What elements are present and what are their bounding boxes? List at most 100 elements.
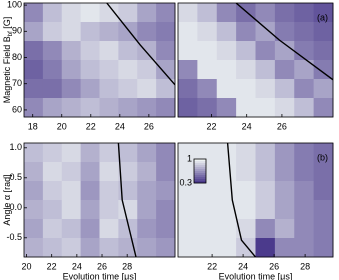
heatmap-cell — [216, 3, 237, 23]
heatmap-cell — [313, 162, 334, 182]
heatmap-cell — [294, 200, 315, 220]
axes-frame — [177, 2, 334, 118]
heatmap-cell — [255, 238, 276, 258]
heatmap-cell — [24, 79, 44, 99]
y-tick-label: 90 — [12, 26, 22, 36]
y-tick-label: 70 — [12, 78, 22, 88]
heatmap-cell — [313, 79, 334, 99]
heatmap-cell — [99, 98, 119, 118]
y-tick-label: -0.5 — [6, 232, 22, 242]
heatmap-cell — [99, 219, 119, 239]
y-tick-label: 100 — [7, 0, 22, 9]
heatmap-cell — [61, 79, 82, 99]
heatmap-cell — [156, 60, 176, 80]
y-label-text: Magnetic Field B — [2, 36, 12, 103]
heatmap-cell — [99, 238, 119, 258]
heatmap-cell — [216, 143, 237, 163]
heatmap-cell — [274, 219, 295, 239]
heatmap-cell — [236, 143, 256, 163]
heatmap-cell — [216, 162, 237, 182]
heatmap-cell — [61, 3, 82, 23]
heatmap-cell — [216, 98, 237, 118]
heatmap-cell — [236, 60, 256, 80]
heatmap-cell — [236, 181, 256, 201]
heatmap-cell — [137, 181, 157, 201]
heatmap-cell — [216, 238, 237, 258]
heatmap-cell — [197, 22, 218, 42]
heatmap-cell — [118, 41, 138, 61]
heatmap-cell — [236, 98, 256, 118]
colorbar-step — [194, 167, 206, 170]
heatmap-cell — [24, 219, 44, 239]
axes-frame — [23, 2, 176, 118]
colorbar-step — [194, 159, 206, 162]
x-axis-label: Evolution time [μs] — [63, 271, 137, 280]
heatmap-cell — [42, 219, 63, 239]
x-tick-label: 24 — [238, 261, 248, 271]
heatmap-cell — [24, 143, 44, 163]
heatmap-cell — [313, 200, 334, 220]
curve — [226, 143, 257, 257]
heatmap-cell — [80, 3, 100, 23]
heatmap-cell — [178, 162, 198, 182]
heatmap-cell — [216, 41, 237, 61]
heatmap-cell — [274, 41, 295, 61]
colorbar-step — [194, 171, 206, 174]
heatmap-cell — [99, 60, 119, 80]
heatmap-cell — [156, 143, 176, 163]
heatmap-cell — [294, 98, 315, 118]
y-label-text: Angle α [rad] — [2, 174, 12, 225]
curve — [235, 3, 333, 81]
axes-frame — [177, 142, 334, 258]
heatmap-cell — [137, 162, 157, 182]
heatmap-cell — [216, 22, 237, 42]
heatmap-cell — [236, 22, 256, 42]
colorbar-step — [194, 161, 206, 164]
axes-frame — [23, 142, 176, 258]
heatmap-cell — [80, 98, 100, 118]
heatmap-cell — [178, 238, 198, 258]
x-tick-label: 24 — [242, 121, 252, 131]
heatmap-cell — [255, 98, 276, 118]
heatmap-cell — [255, 60, 276, 80]
heatmap-cell — [156, 98, 176, 118]
y-tick-label: 0.0 — [9, 202, 22, 212]
heatmap-cell — [197, 41, 218, 61]
heatmap-cell — [137, 98, 157, 118]
x-tick-label: 26 — [269, 261, 279, 271]
heatmap-cell — [197, 143, 218, 163]
heatmap-cell — [216, 181, 237, 201]
heatmap-cell — [178, 60, 198, 80]
y-tick-label: 1.0 — [9, 142, 22, 152]
heatmap-cell — [99, 162, 119, 182]
heatmap-cell — [156, 22, 176, 42]
x-tick-label: 28 — [122, 261, 132, 271]
y-label-sub: bf — [8, 31, 14, 36]
heatmap-cell — [118, 143, 138, 163]
x-tick-label: 26 — [277, 121, 287, 131]
heatmap-cell — [313, 3, 334, 23]
heatmap-cell — [61, 22, 82, 42]
heatmap-cell — [118, 79, 138, 99]
x-tick-label: 24 — [115, 121, 125, 131]
heatmap-cell — [80, 79, 100, 99]
heatmap-cell — [178, 41, 198, 61]
x-tick-label: 26 — [97, 261, 107, 271]
heatmap-cell — [294, 79, 315, 99]
x-tick-label: 20 — [57, 121, 67, 131]
heatmap-cell — [137, 60, 157, 80]
heatmap-cell — [99, 22, 119, 42]
panel-label: (b) — [317, 152, 328, 162]
heatmap-cell — [236, 219, 256, 239]
heatmap-cell — [197, 238, 218, 258]
x-tick-label: 26 — [144, 121, 154, 131]
heatmap-cell — [99, 200, 119, 220]
heatmap-cell — [178, 143, 198, 163]
x-tick-label: 22 — [207, 261, 217, 271]
heatmap-cell — [313, 60, 334, 80]
heatmap-cell — [42, 22, 63, 42]
colorbar-step — [194, 169, 206, 172]
heatmap-cell — [99, 143, 119, 163]
heatmap-cell — [42, 98, 63, 118]
heatmap-cell — [118, 181, 138, 201]
